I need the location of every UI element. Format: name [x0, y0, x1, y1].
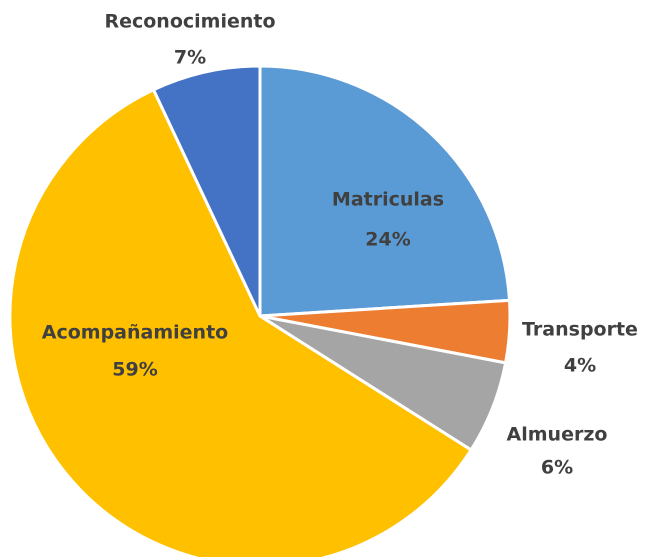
slice-value-label: 4% [564, 355, 596, 377]
slice-value-label: 24% [365, 229, 410, 251]
slice-value-label: 59% [112, 359, 157, 381]
slice-label: Acompañamiento [42, 322, 228, 344]
slice-value-label: 7% [174, 47, 206, 69]
slice-label: Reconocimiento [104, 11, 275, 33]
slice-label: Transporte [522, 319, 638, 341]
slice-label: Almuerzo [507, 424, 608, 446]
slice-label: Matriculas [332, 189, 444, 211]
slice-value-label: 6% [541, 457, 573, 479]
pie-slice [151, 64, 262, 317]
pie-slice [8, 87, 474, 557]
pie-slice [258, 64, 512, 318]
